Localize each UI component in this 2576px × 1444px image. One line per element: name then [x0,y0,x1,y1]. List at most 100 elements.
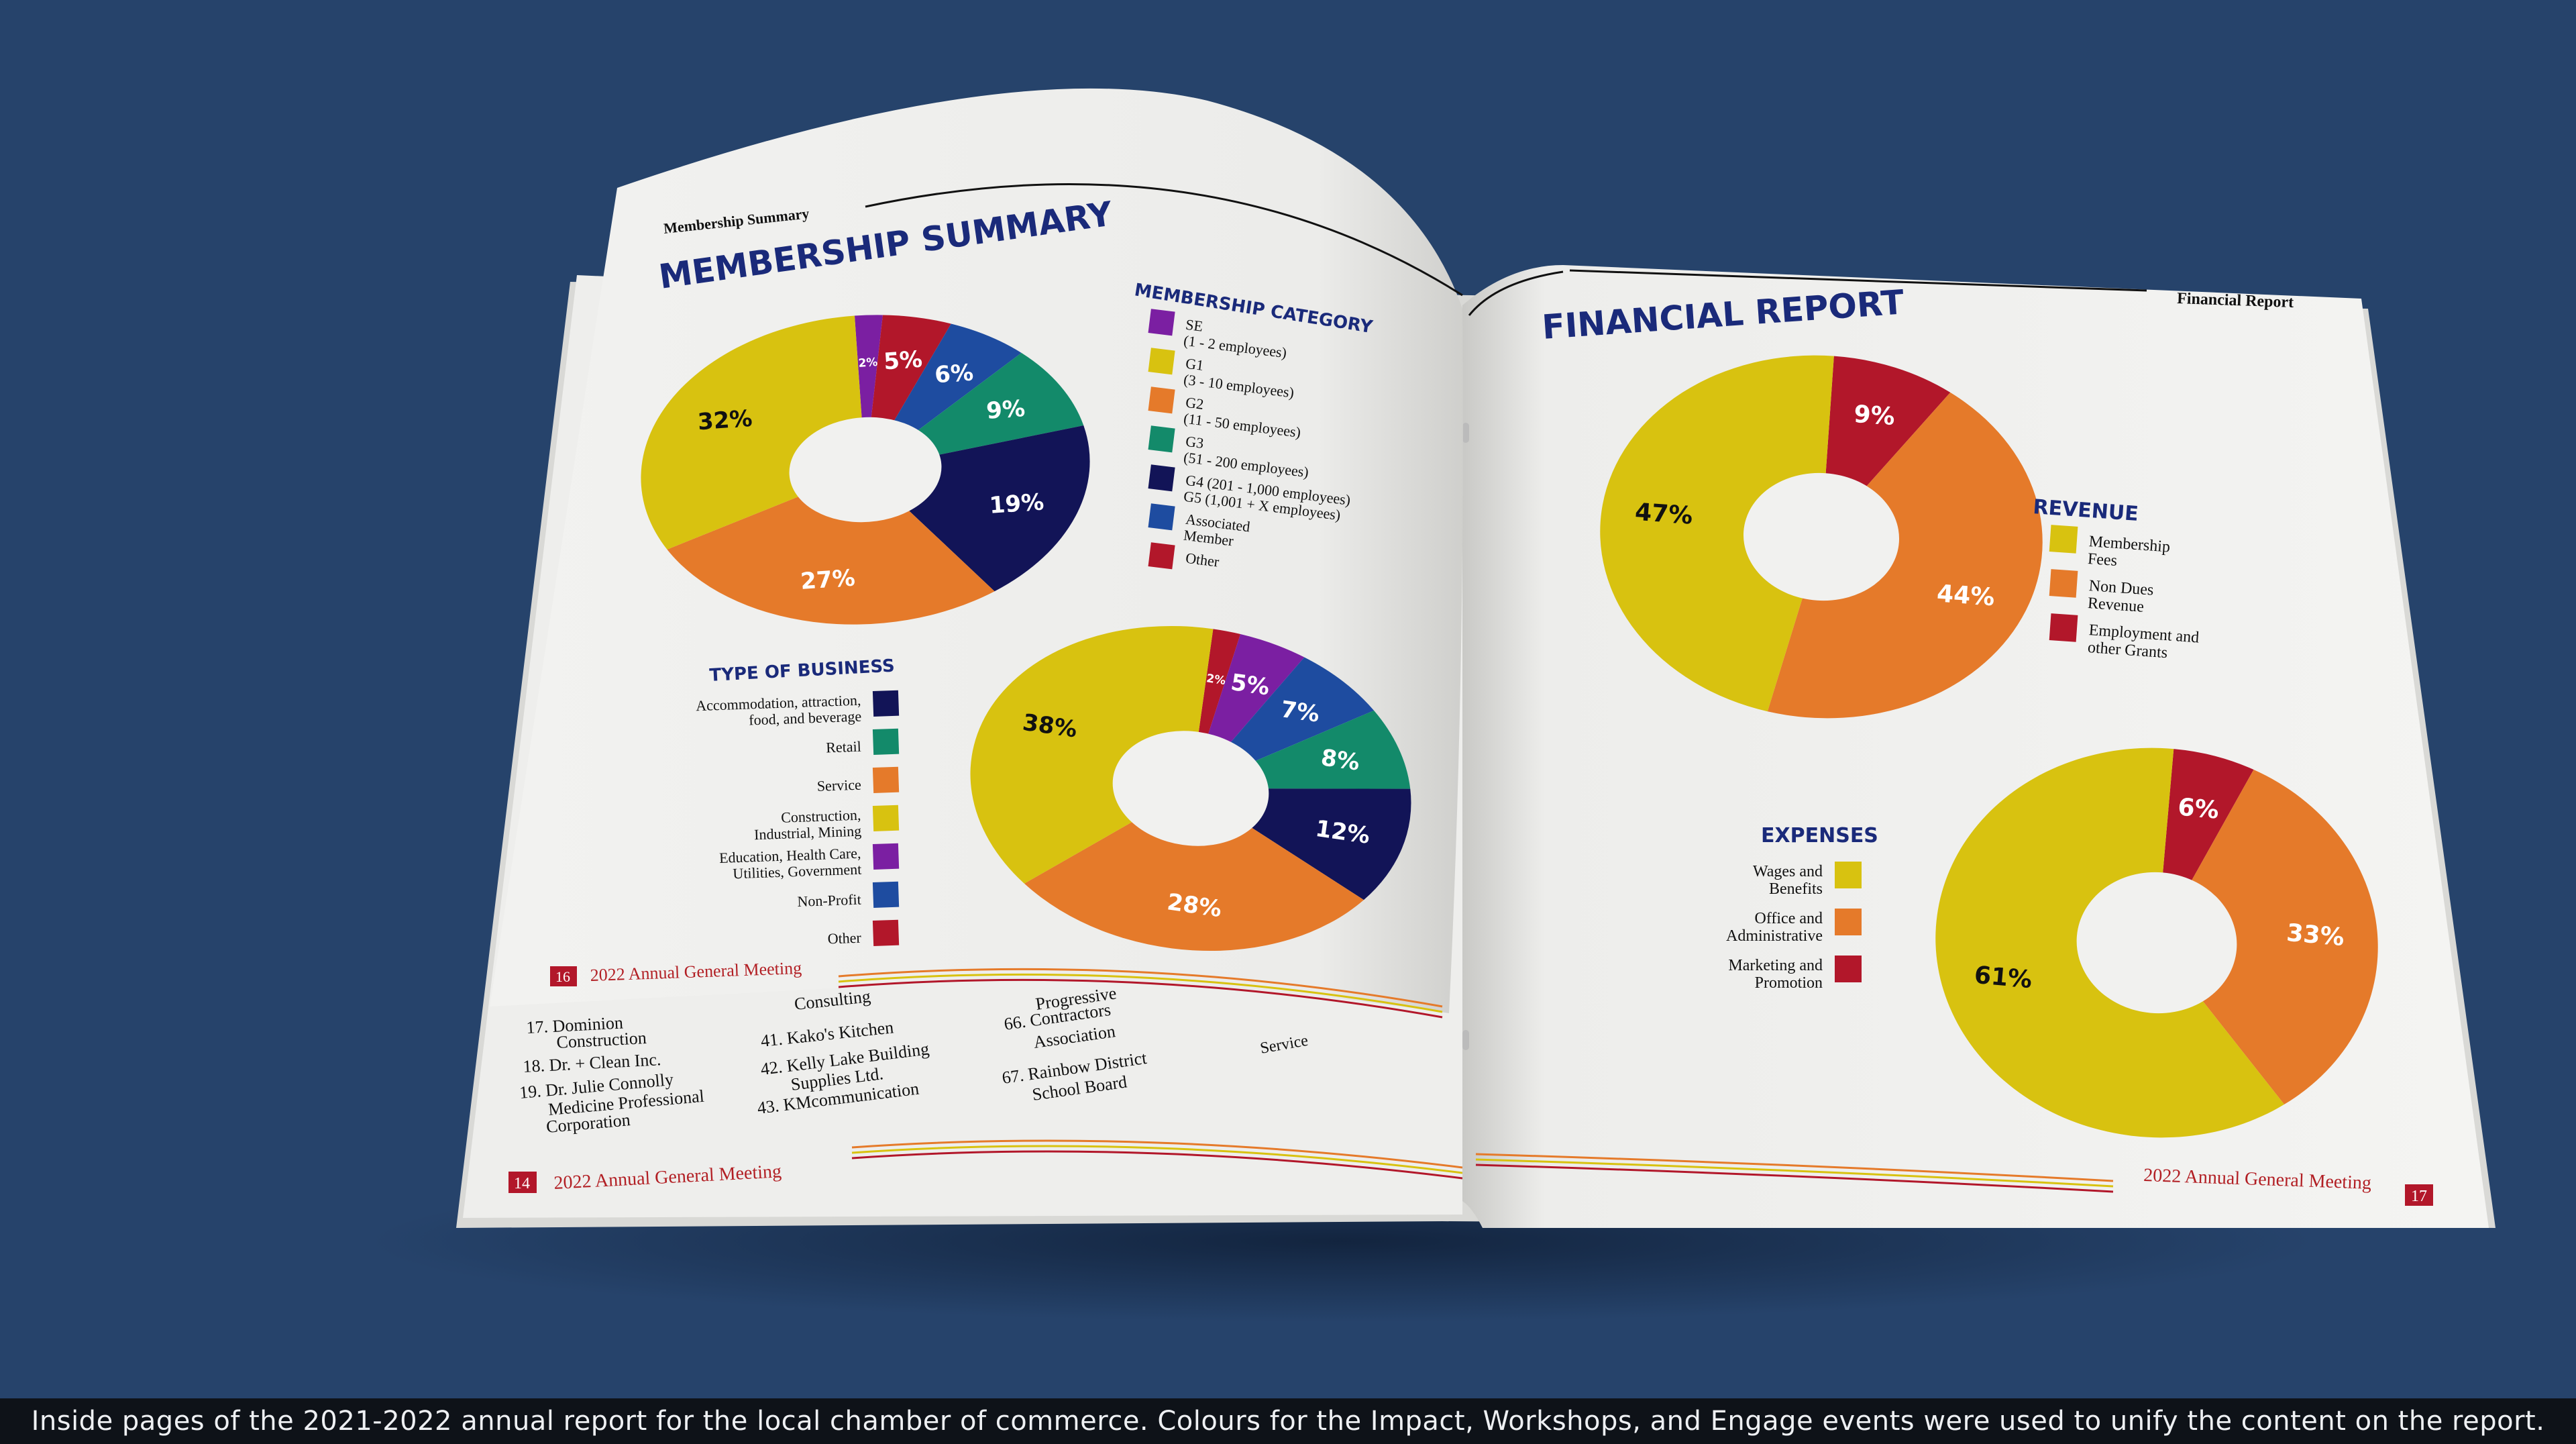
right-header-rule [1569,269,2147,292]
type-of-business-swatch [872,843,900,870]
type-of-business-legend-label: Non-Profit [797,891,861,910]
type-of-business-slice [970,625,1214,884]
membership-category-label: 5% [883,346,923,376]
type-of-business-label: 5% [1229,669,1271,701]
revenue-chart: 9% 44% 47% [1600,355,2043,719]
type-of-business-swatch [872,766,900,793]
staple [1462,1030,1469,1050]
expenses-heading: EXPENSES [1761,824,1878,847]
revenue-slice [1600,355,1834,712]
membership-category-swatch [1148,309,1175,336]
type-of-business-legend-item: Retail [826,728,900,756]
expenses-slice [2157,769,2378,1104]
expenses-swatch [1835,909,1862,935]
membership-category-legend-label: G1 [1185,355,1205,374]
membership-category-label: 32% [697,405,753,436]
type-of-business-swatch [872,919,900,946]
type-of-business-legend-sublabel: Industrial, Mining [754,823,862,843]
membership-category-label: 6% [934,359,974,389]
left-page-number: 16 [555,968,570,985]
caption-text: Inside pages of the 2021-2022 annual rep… [31,1406,2545,1437]
expenses-swatch [1835,862,1862,888]
revenue-legend-sublabel: Fees [2087,550,2118,570]
type-of-business-swatch [872,690,900,717]
membership-category-swatch [1148,464,1175,492]
type-of-business-legend: Accommodation, attraction,food, and beve… [696,690,900,947]
membership-category-legend-label: G2 [1185,394,1205,413]
type-of-business-legend-sublabel: food, and beverage [749,708,862,729]
type-of-business-legend-label: Other [827,929,862,947]
under-page-number-box [508,1172,537,1193]
left-header-rule [865,183,1463,297]
expenses-hole [2076,872,2237,1014]
type-of-business-legend-item: Other [827,919,900,947]
expenses-legend-label: Wages and [1753,863,1823,880]
revenue-swatch [2049,569,2078,598]
membership-category-legend-label: SE [1185,316,1204,335]
membership-category-slice [854,315,883,470]
right-page-number-box [2405,1184,2433,1206]
type-of-business-chart: 2% 5%7%8%12%28%38% [970,625,1411,951]
revenue-legend-sublabel: Revenue [2087,595,2145,616]
type-of-business-label: 8% [1320,744,1362,776]
right-running-header: Financial Report [2177,290,2294,311]
expenses-legend-sublabel: Promotion [1755,974,1823,992]
membership-category-label: 27% [800,564,856,595]
expenses-label: 6% [2177,794,2220,825]
type-of-business-swatch [872,881,900,908]
expenses-legend-label: Marketing and [1728,957,1823,974]
right-page-number: 17 [2411,1188,2427,1205]
membership-category-chart: 2% 5% 6% 9% 19% 27% 32% [641,315,1090,625]
membership-category-label: 9% [985,395,1026,425]
membership-category-legend-label: G3 [1185,433,1205,452]
type-of-business-swatch [872,728,900,755]
membership-category-swatch [1148,425,1175,453]
expenses-label: 61% [1973,962,2033,994]
staple [1462,423,1469,443]
membership-category-swatch [1148,348,1175,375]
under-list-item: Construction [556,1028,647,1052]
revenue-slice [1767,392,2043,719]
membership-category-label: 19% [988,488,1044,519]
membership-category-swatch [1148,503,1175,531]
type-of-business-legend-label: Retail [826,738,861,756]
type-of-business-legend-label: Service [816,776,861,794]
left-page: Membership Summary MEMBERSHIP SUMMARY 2%… [490,88,1463,1019]
revenue-label: 47% [1634,499,1694,530]
expenses-legend-sublabel: Administrative [1726,927,1823,945]
membership-category-swatch [1148,386,1175,414]
right-page: Financial Report FINANCIAL REPORT 9%44%4… [1462,265,2489,1228]
expenses-legend-label: Office and [1754,910,1823,927]
revenue-label: 9% [1853,401,1896,431]
membership-category-slice [667,470,995,625]
expenses-swatch [1835,956,1862,982]
type-of-business-legend-item: Accommodation, attraction,food, and beve… [696,690,900,729]
type-of-business-legend-item: Non-Profit [797,881,900,910]
type-of-business-slice [1024,788,1364,951]
expenses-label: 33% [2286,919,2345,951]
under-page-number: 14 [514,1175,530,1192]
type-of-business-label: 2% [1205,672,1226,688]
type-of-business-swatch [872,805,900,831]
membership-category-hole [789,417,942,523]
type-of-business-legend-item: Construction,Industrial, Mining [754,805,900,843]
revenue-swatch [2049,613,2078,642]
revenue-hole [1743,472,1900,601]
caption-bar: Inside pages of the 2021-2022 annual rep… [0,1398,2576,1444]
expenses-legend-sublabel: Benefits [1769,880,1823,898]
membership-category-legend-item: Other [1148,542,1220,570]
revenue-swatch [2049,525,2078,554]
revenue-label: 44% [1936,580,1996,611]
left-page-number-box [550,966,577,986]
expenses-chart: 6% 33% 61% [1935,747,2378,1138]
type-of-business-legend-item: Education, Health Care,Utilities, Govern… [719,843,900,882]
type-of-business-label: 7% [1279,696,1322,728]
membership-category-swatch [1148,542,1175,570]
